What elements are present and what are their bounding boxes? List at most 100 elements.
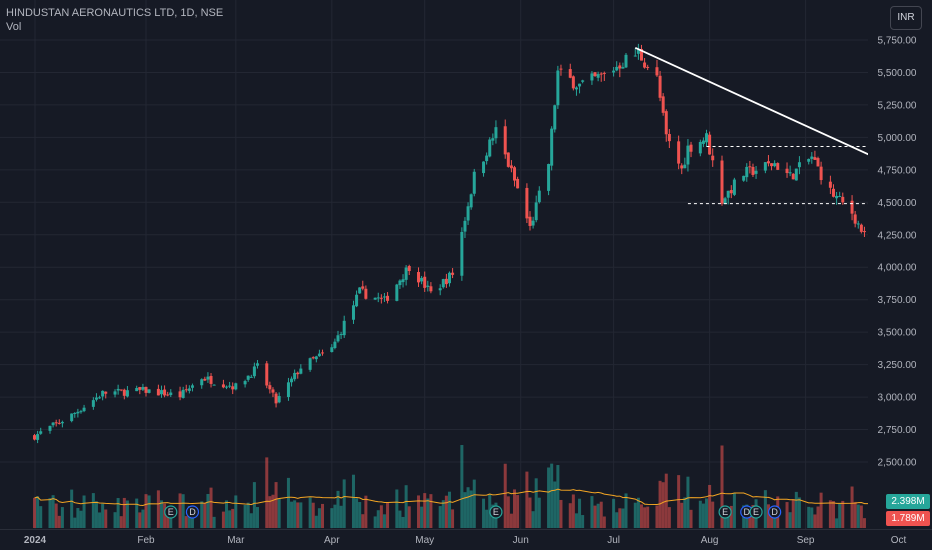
- price-axis[interactable]: 5,750.00 5,500.00 5,250.00 5,000.00 4,750.00…: [878, 36, 917, 469]
- drawing-lines[interactable]: [634, 46, 932, 251]
- candle-body: [274, 393, 278, 404]
- candle-body: [159, 390, 163, 395]
- volume-bar: [460, 445, 464, 528]
- volume-bar: [249, 513, 253, 528]
- volume-bar: [98, 512, 102, 528]
- candle-body: [60, 421, 64, 424]
- candle-body: [819, 166, 823, 181]
- candle-body: [135, 388, 139, 392]
- candle-body: [54, 422, 58, 424]
- candle-body: [680, 165, 684, 169]
- volume-bar: [373, 516, 377, 528]
- volume-bar: [119, 516, 123, 528]
- candle-body: [376, 297, 380, 299]
- volume-bar: [113, 512, 117, 528]
- volume-indicator-label[interactable]: Vol: [6, 21, 22, 33]
- volume-bar: [274, 482, 278, 528]
- candle-body: [361, 286, 365, 289]
- candle-body: [73, 412, 77, 414]
- candle-body: [104, 391, 108, 394]
- volume-bar: [277, 498, 281, 528]
- candle-body: [729, 190, 733, 194]
- candle-body: [816, 158, 820, 167]
- symbol-title[interactable]: HINDUSTAN AERONAUTICS LTD, 1D, NSE: [6, 7, 224, 19]
- volume-bar: [537, 497, 541, 528]
- volume-bar: [612, 498, 616, 528]
- volume-bar: [831, 501, 835, 528]
- volume-bar: [708, 484, 712, 528]
- volume-bar: [376, 510, 380, 528]
- volume-bar: [135, 498, 139, 528]
- candle-body: [797, 162, 801, 168]
- candle-body: [342, 320, 346, 336]
- volume-bar: [423, 493, 427, 528]
- volume-bar: [770, 515, 774, 528]
- candle-body: [612, 70, 616, 73]
- candle-body: [48, 425, 52, 431]
- candle-body: [751, 166, 755, 175]
- candle-body: [528, 216, 532, 226]
- candle-body: [417, 272, 421, 283]
- time-axis[interactable]: 2024FebMarAprMayJunJulAugSepOctNov: [24, 535, 932, 546]
- candle-body: [850, 200, 854, 214]
- candle-body: [643, 62, 647, 68]
- price-axis-panel: [868, 0, 932, 550]
- volume-bar: [311, 502, 315, 528]
- candle-body: [364, 288, 368, 299]
- volume-bar: [33, 497, 37, 528]
- volume-bar: [265, 457, 269, 528]
- volume-bar: [330, 508, 334, 528]
- volume-bar: [853, 501, 857, 528]
- volume-bar: [732, 492, 736, 528]
- candle-body: [299, 368, 303, 374]
- volume-bar: [438, 506, 442, 528]
- event-marker[interactable]: [749, 505, 763, 519]
- candle-body: [36, 434, 40, 440]
- candle-body: [203, 378, 207, 381]
- volume-bar: [810, 507, 814, 528]
- candle-body: [807, 158, 811, 162]
- event-marker[interactable]: [489, 505, 503, 519]
- volume-bar: [314, 515, 318, 528]
- candle-body: [187, 388, 191, 391]
- y-tick-label: 5,250.00: [878, 100, 917, 111]
- volume-bar: [36, 496, 40, 528]
- candle-body: [788, 172, 792, 174]
- candle-body: [249, 376, 253, 378]
- candle-body: [794, 168, 798, 181]
- event-marker[interactable]: [164, 505, 178, 519]
- volume-bar: [231, 508, 235, 528]
- volume-bar: [317, 508, 321, 528]
- candle-body: [838, 196, 842, 198]
- volume-bar: [636, 497, 640, 528]
- candle-body: [593, 72, 597, 77]
- y-tick-label: 5,000.00: [878, 133, 917, 144]
- currency-button[interactable]: INR: [890, 6, 922, 30]
- candle-body: [745, 166, 749, 178]
- volume-bar: [639, 504, 643, 528]
- volume-bar: [624, 493, 628, 528]
- candle-body: [463, 220, 467, 232]
- candle-body: [271, 389, 275, 393]
- volume-bar: [578, 498, 582, 528]
- volume-bar: [766, 504, 770, 528]
- x-tick-label: 2024: [24, 535, 47, 546]
- event-marker[interactable]: [768, 505, 782, 519]
- volume-bar: [841, 500, 845, 528]
- candle-body: [525, 187, 529, 219]
- candle-body: [255, 363, 259, 366]
- event-marker[interactable]: [718, 505, 732, 519]
- candle-body: [407, 266, 411, 272]
- candle-body: [225, 386, 229, 388]
- volume-bar: [485, 509, 489, 528]
- candle-body: [571, 76, 575, 89]
- candle-body: [125, 390, 129, 397]
- candle-body: [720, 160, 724, 204]
- volume-bar: [209, 487, 213, 528]
- trendline[interactable]: [634, 46, 932, 251]
- volume-bar: [398, 510, 402, 528]
- volume-bar: [379, 505, 383, 528]
- volume-bar: [417, 495, 421, 528]
- event-marker[interactable]: [185, 505, 200, 519]
